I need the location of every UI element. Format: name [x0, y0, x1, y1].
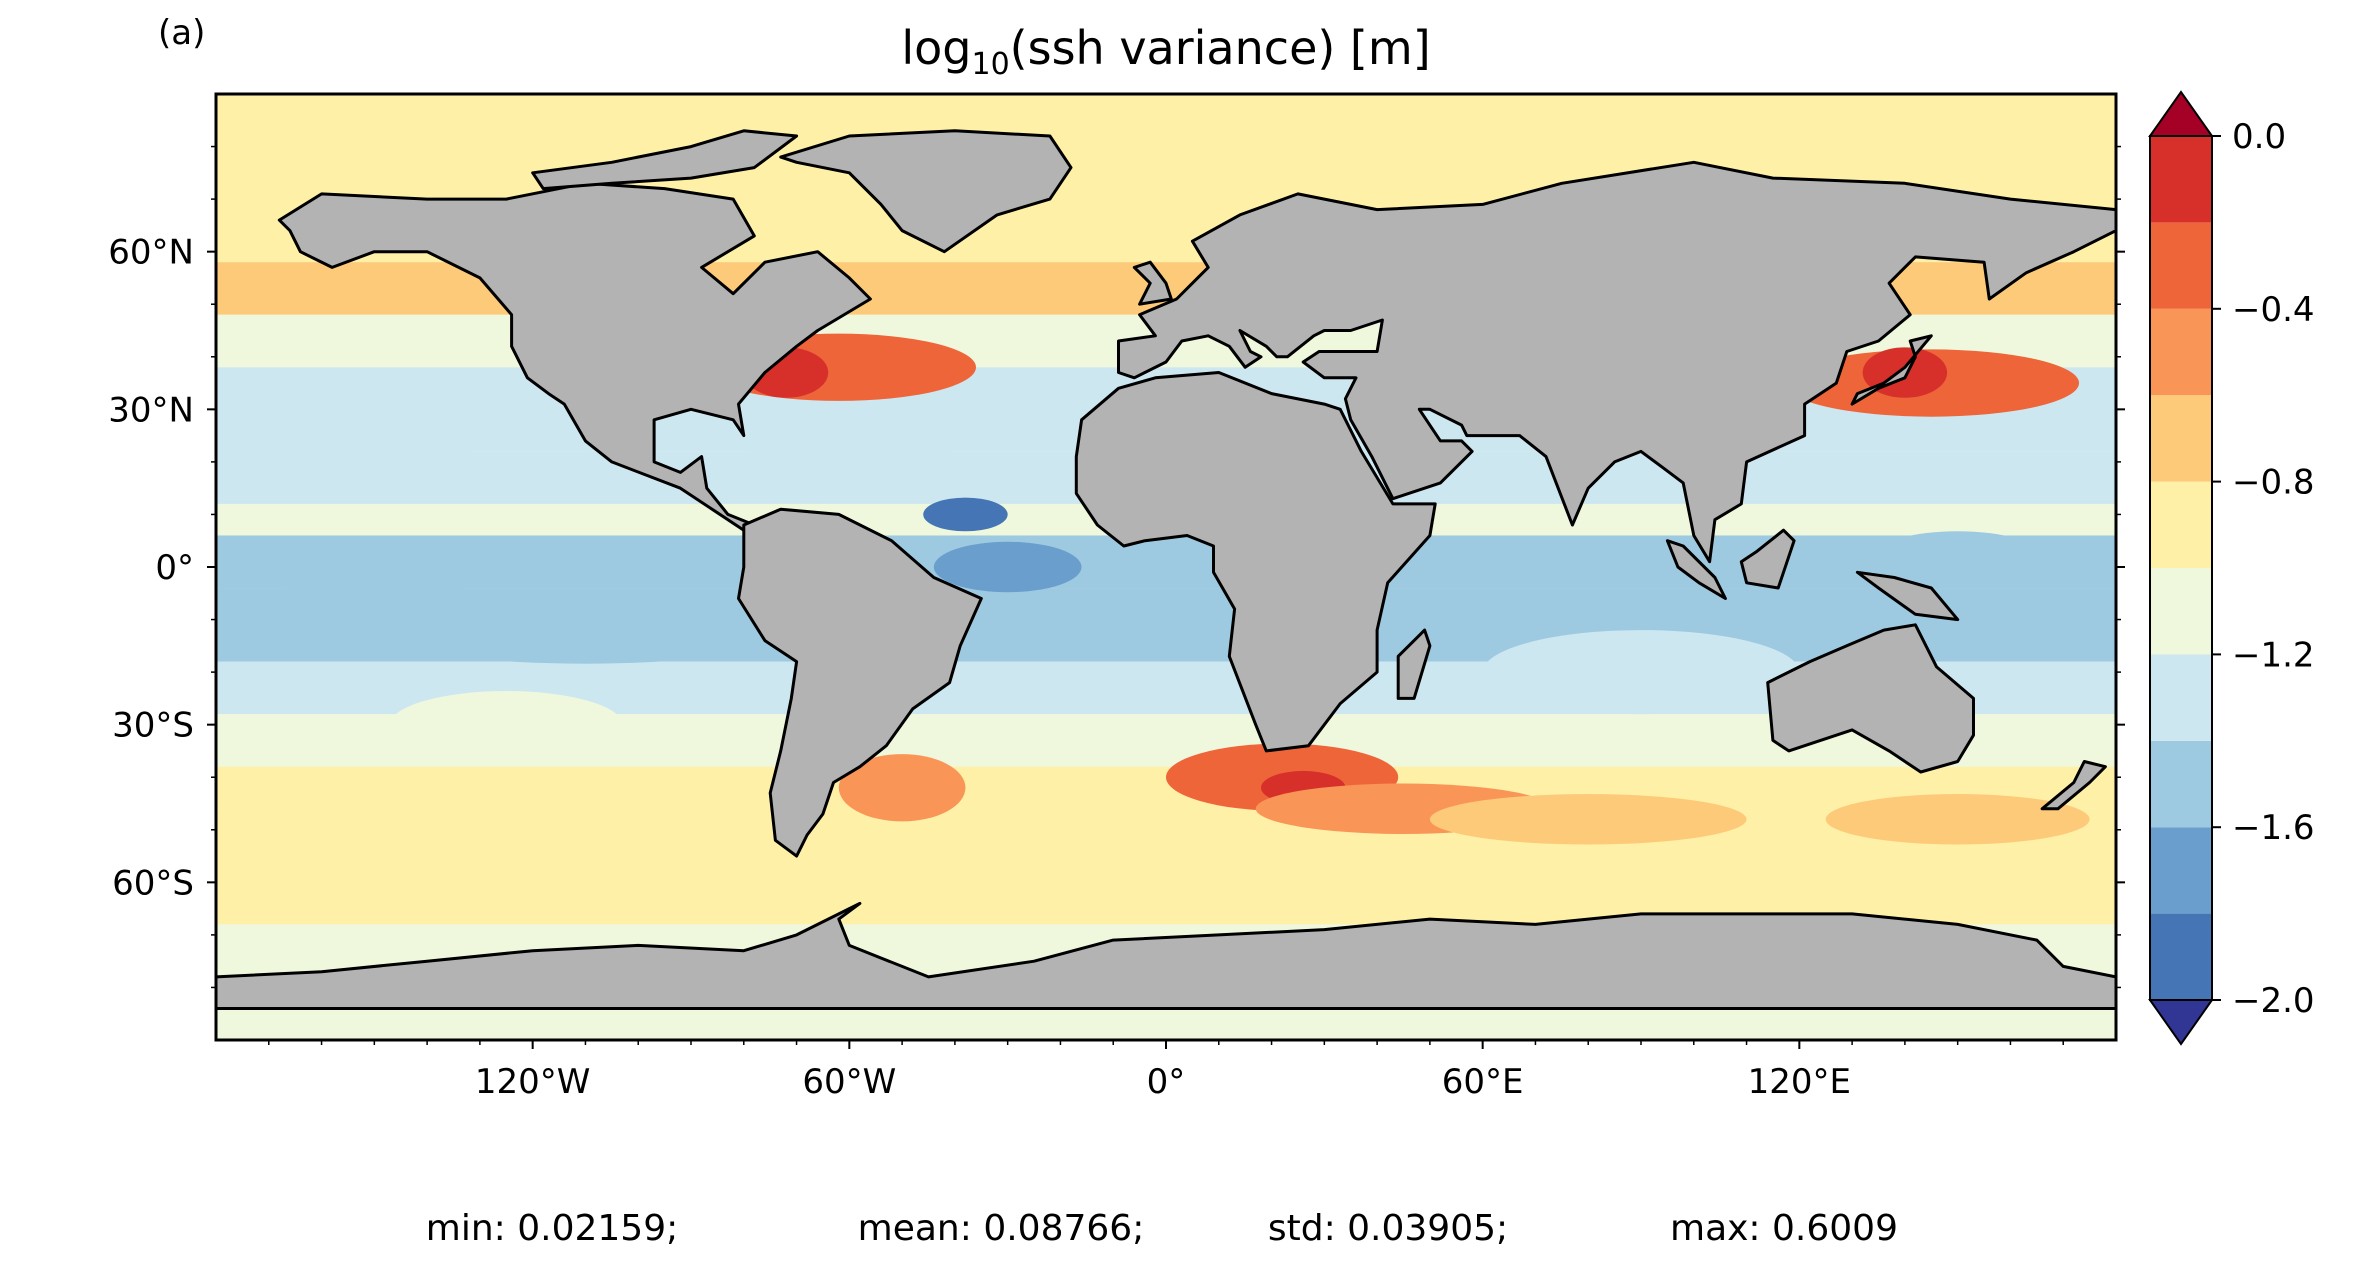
lon-axis: 120°W 60°W 0° 60°E 120°E — [268, 1040, 2064, 1102]
colorbar-tick-label: −0.4 — [2232, 290, 2315, 330]
field-patch — [1825, 794, 2090, 845]
lon-tick-label: 60°W — [802, 1062, 896, 1102]
colorbar-under-arrow — [2148, 999, 2214, 1046]
field-patch — [838, 754, 966, 822]
land-canadian-arctic — [531, 129, 799, 191]
field-patch — [216, 393, 480, 478]
stat-max: max: 0.6009 — [1670, 1208, 1898, 1249]
land-layer — [216, 129, 2116, 1010]
land-borneo — [1739, 528, 1796, 590]
colorbar-segment — [2150, 481, 2212, 568]
land-britain — [1132, 260, 1173, 306]
land-sumatra — [1665, 539, 1727, 600]
colorbar-tick-label: −0.8 — [2232, 463, 2315, 503]
chart-title: log10(ssh variance) [m] — [901, 21, 1430, 82]
field-patch — [1482, 630, 1800, 715]
field-patch — [216, 541, 533, 593]
field-band — [216, 766, 2116, 809]
land-japan — [1850, 334, 1933, 406]
lat-tick-label: 60°N — [108, 233, 194, 273]
stat-std: std: 0.03905; — [1268, 1208, 1508, 1249]
lat-tick-label: 30°N — [108, 390, 194, 430]
field-patch — [923, 497, 1008, 532]
field-patch — [1873, 531, 2043, 582]
colorbar-segment — [2150, 913, 2212, 1000]
colorbar-tick-label: −1.6 — [2232, 808, 2315, 848]
land-new-zealand — [2040, 760, 2107, 811]
land-australia — [1766, 623, 1975, 774]
land-antarctica — [216, 901, 2116, 1010]
lon-tick-label: 120°E — [1748, 1062, 1851, 1102]
colorbar-segment — [2150, 568, 2212, 655]
land-eurasia — [1117, 160, 2116, 564]
field-patch — [933, 541, 1082, 593]
panel-label: (a) — [158, 13, 205, 53]
colorbar-tick-label: −2.0 — [2232, 981, 2315, 1021]
field-band — [216, 535, 2116, 589]
field-patch — [743, 428, 955, 496]
lon-tick-label: 120°W — [475, 1062, 591, 1102]
land-greenland — [779, 129, 1073, 254]
lat-tick-label: 30°S — [112, 706, 194, 746]
colorbar-over-arrow — [2148, 90, 2214, 137]
lon-tick-label: 0° — [1147, 1062, 1186, 1102]
colorbar-segment — [2150, 740, 2212, 828]
colorbar-tick-label: 0.0 — [2232, 117, 2286, 157]
lat-tick-label: 60°S — [112, 863, 194, 903]
lat-axis: 60°N 30°N 0° 30°S 60°S — [108, 145, 2125, 989]
colorbar-segment — [2150, 827, 2212, 914]
land-new-guinea — [1855, 570, 1960, 622]
stat-min: min: 0.02159; — [426, 1208, 678, 1249]
field-patch — [1429, 794, 1747, 845]
map-area — [216, 94, 2116, 1040]
field-patch — [390, 691, 623, 759]
colorbar: 0.0 −0.4 −0.8 −1.2 −1.6 −2.0 — [2148, 90, 2315, 1046]
field-patch — [965, 594, 1156, 645]
colorbar-frame — [2149, 135, 2213, 1001]
land-north-america — [277, 181, 872, 532]
stat-mean: mean: 0.08766; — [858, 1208, 1145, 1249]
colorbar-segment — [2150, 654, 2212, 741]
colorbar-tick-label: −1.2 — [2232, 635, 2315, 675]
colorbar-segment — [2150, 308, 2212, 396]
lat-tick-label: 0° — [155, 548, 194, 588]
land-africa — [1074, 371, 1437, 753]
field-patch — [374, 596, 797, 664]
field-band — [216, 94, 2116, 189]
colorbar-segment — [2150, 395, 2212, 482]
lon-tick-label: 60°E — [1442, 1062, 1524, 1102]
colorbar-segment — [2150, 222, 2212, 309]
land-south-america — [737, 507, 983, 858]
colorbar-segment — [2150, 136, 2212, 223]
land-madagascar — [1396, 628, 1432, 700]
field-band — [216, 808, 2116, 883]
